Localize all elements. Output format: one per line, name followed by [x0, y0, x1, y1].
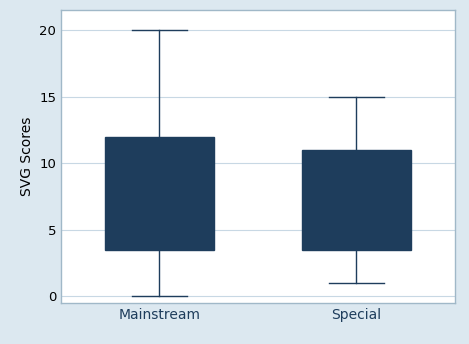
Y-axis label: SVG Scores: SVG Scores	[20, 117, 34, 196]
PathPatch shape	[303, 150, 410, 249]
PathPatch shape	[105, 137, 213, 249]
